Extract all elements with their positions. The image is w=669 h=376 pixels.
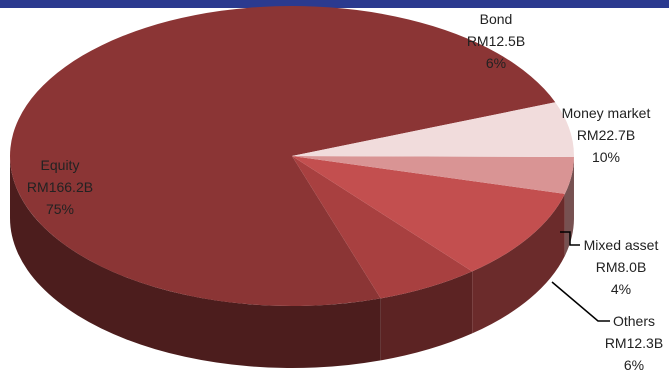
label-bond-percent: 6% [486,55,506,71]
pie-slice-money-market [292,156,565,272]
label-money-market-percent: 10% [592,149,620,165]
label-bond-name: Bond [480,11,513,27]
label-equity-name: Equity [41,157,80,173]
pie-slice-bond [292,156,473,299]
label-bond-amount: RM12.5B [467,33,525,49]
leader-line-mixed-asset [560,231,580,246]
label-others-name: Others [613,313,655,329]
label-equity-percent: 75% [46,201,74,217]
label-others-amount: RM12.3B [605,335,663,351]
pie-slice-others [292,102,574,158]
label-others-percent: 6% [624,357,644,373]
pie-side-bond [380,271,473,361]
label-mixed-asset-amount: RM8.0B [596,259,647,275]
label-money-market-amount: RM22.7B [577,127,635,143]
label-mixed-asset-name: Mixed asset [584,237,659,253]
pie-side-money-market [472,193,565,334]
pie-side-equity [10,156,381,368]
header-bar [0,0,669,8]
pie-slice-equity [10,5,556,306]
label-mixed-asset-percent: 4% [611,281,631,297]
pie-slice-mixed-asset [292,156,574,194]
label-equity-amount: RM166.2B [27,179,93,195]
pie-side-mixed-asset [564,157,574,256]
leader-line-others [551,281,610,322]
label-money-market-name: Money market [562,105,651,121]
